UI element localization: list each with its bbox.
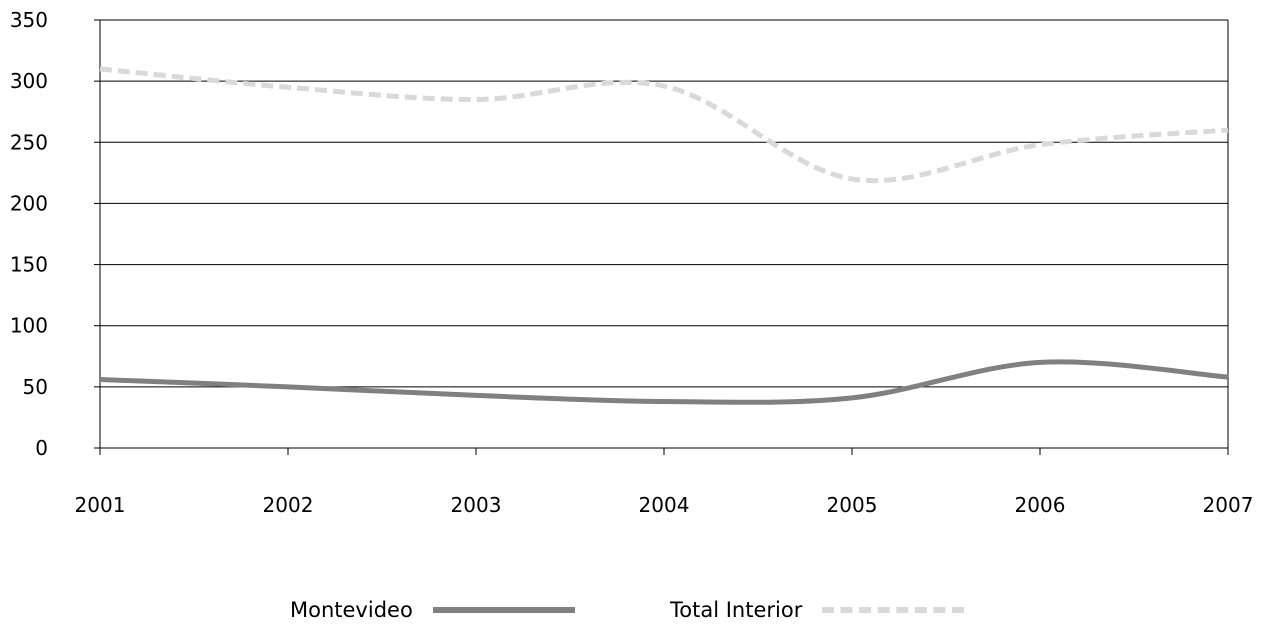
legend: Montevideo Total Interior bbox=[0, 598, 1272, 632]
y-tick-label: 0 bbox=[35, 436, 48, 460]
x-tick-label: 2006 bbox=[1015, 493, 1066, 517]
legend-label-montevideo: Montevideo bbox=[290, 598, 413, 622]
legend-label-total-interior: Total Interior bbox=[670, 598, 803, 622]
legend-swatch-total-interior bbox=[822, 607, 965, 613]
x-tick-label: 2007 bbox=[1203, 493, 1254, 517]
legend-swatch-montevideo bbox=[432, 607, 575, 613]
y-tick-label: 300 bbox=[10, 69, 48, 93]
series-lines bbox=[99, 66, 1229, 405]
y-tick-label: 150 bbox=[10, 253, 48, 277]
gridlines bbox=[100, 19, 1228, 388]
legend-item-montevideo: Montevideo bbox=[290, 598, 575, 622]
y-tick-label: 350 bbox=[10, 8, 48, 32]
series-line-montevideo bbox=[99, 359, 1229, 405]
x-tick-labels: 2001 2002 2003 2004 2005 2006 2007 bbox=[75, 493, 1254, 517]
x-tick-label: 2002 bbox=[263, 493, 314, 517]
y-tick-label: 200 bbox=[10, 191, 48, 215]
x-tick-label: 2004 bbox=[639, 493, 690, 517]
x-tick-label: 2003 bbox=[451, 493, 502, 517]
x-tick-label: 2005 bbox=[827, 493, 878, 517]
series-line-total-interior bbox=[99, 66, 1229, 184]
legend-item-total-interior: Total Interior bbox=[670, 598, 965, 622]
x-tick-label: 2001 bbox=[75, 493, 126, 517]
y-tick-label: 250 bbox=[10, 130, 48, 154]
y-tick-label: 100 bbox=[10, 314, 48, 338]
y-tick-label: 50 bbox=[23, 375, 48, 399]
y-tick-labels: 0 50 100 150 200 250 300 350 bbox=[10, 8, 48, 460]
